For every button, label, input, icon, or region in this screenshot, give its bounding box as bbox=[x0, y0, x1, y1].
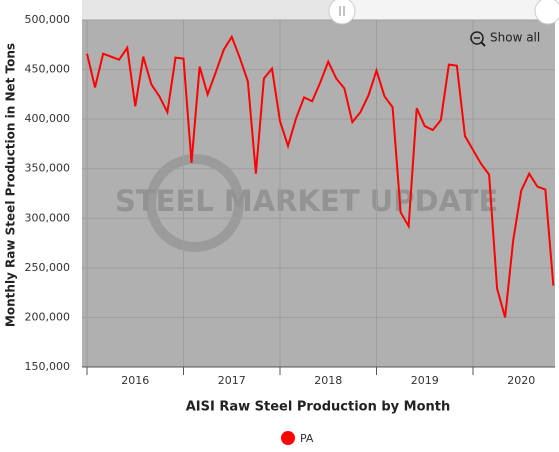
y-tick-label: 500,000 bbox=[25, 13, 71, 26]
navigator-handle[interactable] bbox=[328, 0, 356, 25]
y-tick-label: 150,000 bbox=[25, 360, 71, 373]
y-tick-label: 350,000 bbox=[25, 162, 71, 175]
series-line bbox=[86, 34, 555, 318]
x-axis-title: AISI Raw Steel Production by Month bbox=[186, 400, 451, 415]
legend-swatch[interactable] bbox=[281, 431, 295, 445]
watermark: STEEL MARKET UPDATE bbox=[115, 184, 498, 218]
x-tick-label: 2018 bbox=[314, 374, 342, 387]
x-tick-label: 2020 bbox=[507, 374, 535, 387]
show-all-label[interactable]: Show all bbox=[490, 31, 540, 45]
watermark-group: STEEL MARKET UPDATE bbox=[115, 154, 498, 252]
y-axis-title: Monthly Raw Steel Production in Net Tons bbox=[4, 43, 18, 327]
x-tick-label: 2017 bbox=[218, 374, 246, 387]
navigator-band bbox=[82, 0, 342, 20]
show-all-button[interactable]: Show all bbox=[470, 31, 540, 47]
plot-area bbox=[82, 20, 555, 367]
y-tick-label: 300,000 bbox=[25, 211, 71, 224]
navigator-handle[interactable] bbox=[534, 0, 559, 25]
zoom-icon bbox=[470, 31, 484, 45]
y-tick-label: 400,000 bbox=[25, 112, 71, 125]
y-tick-label: 250,000 bbox=[25, 261, 71, 274]
y-tick-label: 450,000 bbox=[25, 63, 71, 76]
watermark-logo bbox=[146, 154, 244, 252]
navigator-window bbox=[342, 0, 555, 20]
x-tick-label: 2016 bbox=[121, 374, 149, 387]
x-tick-label: 2019 bbox=[411, 374, 439, 387]
legend-label[interactable]: PA bbox=[300, 432, 314, 445]
zoom-icon bbox=[480, 41, 486, 47]
y-tick-label: 200,000 bbox=[25, 310, 71, 323]
